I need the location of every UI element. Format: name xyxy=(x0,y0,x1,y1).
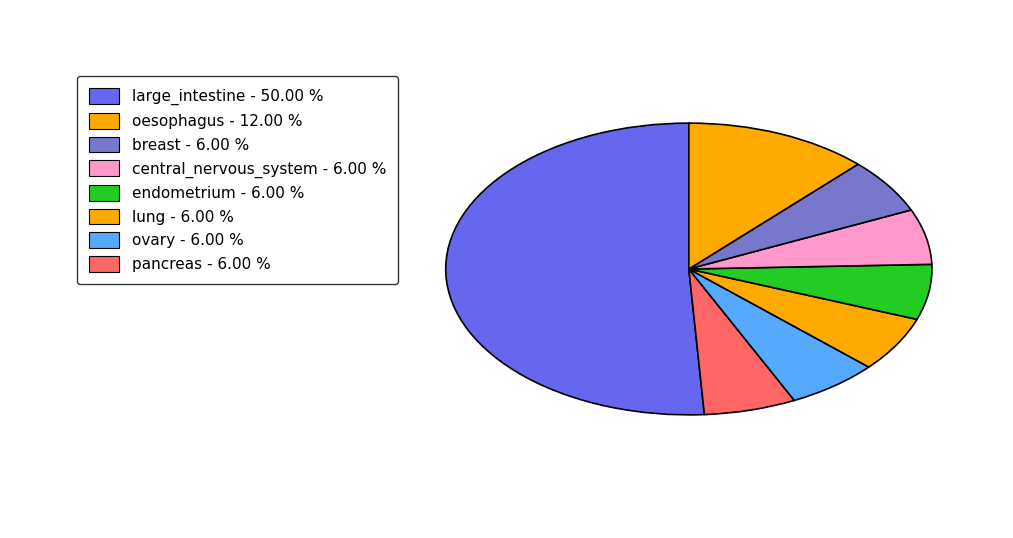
Wedge shape xyxy=(446,123,704,415)
Wedge shape xyxy=(689,269,794,415)
Wedge shape xyxy=(689,123,858,269)
Wedge shape xyxy=(689,164,911,269)
Wedge shape xyxy=(689,269,917,367)
Wedge shape xyxy=(689,269,869,400)
Wedge shape xyxy=(689,264,932,320)
Wedge shape xyxy=(689,210,932,269)
Legend: large_intestine - 50.00 %, oesophagus - 12.00 %, breast - 6.00 %, central_nervou: large_intestine - 50.00 %, oesophagus - … xyxy=(77,76,398,284)
